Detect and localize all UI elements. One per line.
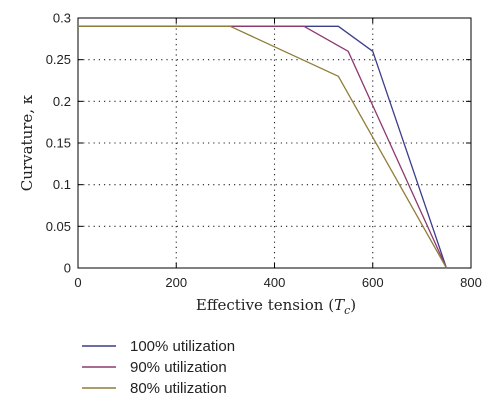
y-tick-label: 0 [64, 261, 71, 276]
x-axis-label-main: Effective tension ( [196, 296, 334, 314]
x-tick-label: 200 [165, 275, 187, 290]
y-tick-label: 0.2 [53, 94, 71, 109]
y-tick-label: 0.05 [46, 219, 71, 234]
series-lines [78, 25, 448, 269]
legend: 100% utilization 90% utilization 80% utili… [82, 338, 235, 397]
y-tick-label: 0.25 [46, 52, 71, 67]
x-tick-label: 400 [264, 275, 286, 290]
x-axis-label-variable: T [334, 296, 345, 314]
legend-label: 100% utilization [130, 338, 235, 355]
x-tick-label: 600 [362, 275, 384, 290]
legend-label: 90% utilization [130, 359, 227, 376]
grid-lines [78, 18, 471, 268]
x-tick-label: 0 [74, 275, 81, 290]
x-tick-label: 800 [460, 275, 482, 290]
y-tick-label: 0.1 [53, 177, 71, 192]
x-axis-label: Effective tension (Tc) [196, 296, 356, 317]
x-axis-label-close: ) [350, 296, 356, 314]
y-axis-label: Curvature, κ [18, 94, 36, 191]
axis-ticks: 0 200 400 600 800 0 0.05 0.1 0.15 0.2 0.25 0.3 [46, 11, 482, 291]
series-line [78, 25, 448, 269]
x-axis-label-subscript: c [344, 304, 350, 317]
legend-label: 80% utilization [130, 380, 227, 397]
y-tick-label: 0.15 [46, 136, 71, 151]
y-tick-label: 0.3 [53, 11, 71, 26]
series-line [78, 25, 448, 269]
